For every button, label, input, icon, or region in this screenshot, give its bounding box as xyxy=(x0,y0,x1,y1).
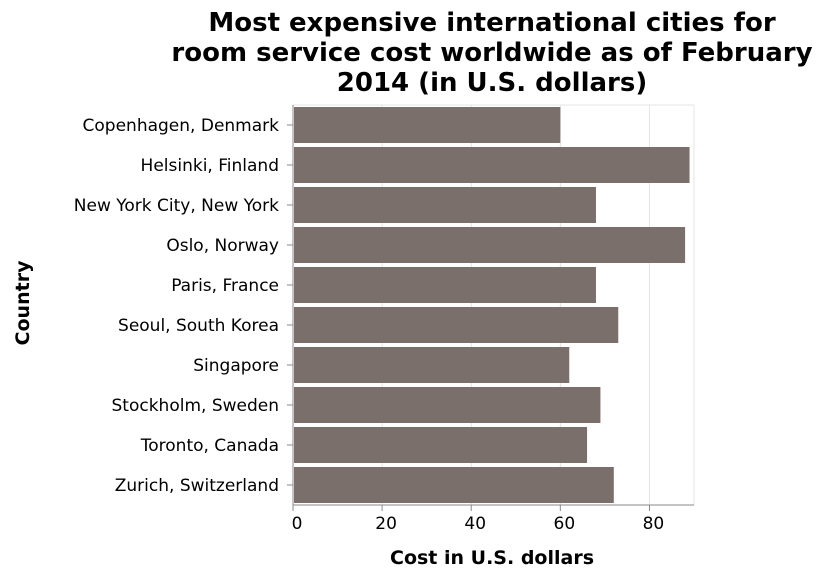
y-tick-labels: Copenhagen, Denmark Helsinki, Finland New … xyxy=(74,116,279,496)
x-tick-label: 60 xyxy=(554,514,576,534)
y-tick-label: New York City, New York xyxy=(74,196,279,216)
bar xyxy=(294,187,596,223)
bar xyxy=(294,267,596,303)
y-tick-label: Paris, France xyxy=(171,276,279,296)
x-tick-label: 0 xyxy=(292,514,303,534)
chart-title-line-1: Most expensive international cities for xyxy=(208,8,775,38)
axes xyxy=(287,105,694,511)
y-tick-label: Stockholm, Sweden xyxy=(112,396,280,416)
y-tick-label: Oslo, Norway xyxy=(166,236,279,256)
bar xyxy=(294,427,588,463)
x-tick-labels: 0 20 40 60 80 xyxy=(292,514,665,534)
y-tick-label: Zurich, Switzerland xyxy=(115,476,279,496)
y-axis-title: Country xyxy=(12,260,34,346)
chart-title-line-3: 2014 (in U.S. dollars) xyxy=(337,68,647,98)
chart-title: Most expensive international cities for … xyxy=(171,8,812,98)
x-tick-label: 80 xyxy=(643,514,665,534)
bar xyxy=(294,147,690,183)
bar xyxy=(294,307,619,343)
y-tick-label: Helsinki, Finland xyxy=(141,156,279,176)
bar xyxy=(294,227,686,263)
x-tick-label: 20 xyxy=(375,514,397,534)
x-axis-title: Cost in U.S. dollars xyxy=(390,547,594,569)
y-tick-label: Singapore xyxy=(193,356,279,376)
y-tick-label: Copenhagen, Denmark xyxy=(83,116,280,136)
y-tick-label: Seoul, South Korea xyxy=(118,316,279,336)
bar xyxy=(294,467,614,503)
bars xyxy=(294,107,690,503)
y-tick-label: Toronto, Canada xyxy=(140,436,279,456)
x-tick-label: 40 xyxy=(464,514,486,534)
bar xyxy=(294,347,570,383)
bar xyxy=(294,387,601,423)
chart-title-line-2: room service cost worldwide as of Februa… xyxy=(171,38,812,68)
bar xyxy=(294,107,561,143)
